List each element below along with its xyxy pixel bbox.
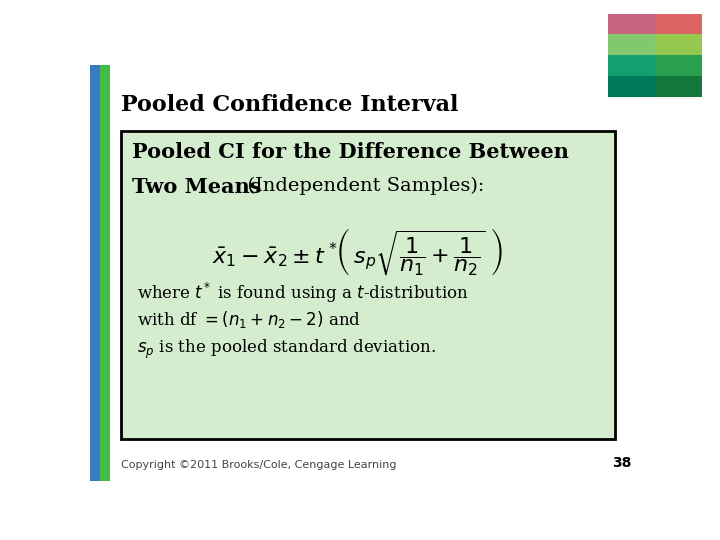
Text: where $\mathbf{\mathit{t}}^*$ is found using a $t$-distribution: where $\mathbf{\mathit{t}}^*$ is found u…	[138, 281, 469, 305]
Bar	[100, 65, 110, 481]
Bar	[90, 65, 100, 481]
Bar	[121, 131, 615, 439]
Text: Two Means: Two Means	[132, 177, 261, 197]
Text: $s_p$ is the pooled standard deviation.: $s_p$ is the pooled standard deviation.	[138, 338, 436, 361]
Text: $\bar{x}_1 - \bar{x}_2 \pm t^*\!\left(\, s_p \sqrt{\dfrac{1}{n_1} + \dfrac{1}{n_: $\bar{x}_1 - \bar{x}_2 \pm t^*\!\left(\,…	[212, 227, 503, 278]
Text: (Independent Samples):: (Independent Samples):	[235, 177, 485, 195]
Text: Pooled Confidence Interval: Pooled Confidence Interval	[121, 94, 458, 116]
Text: with df $= (n_1 + n_2 - 2)$ and: with df $= (n_1 + n_2 - 2)$ and	[138, 309, 361, 330]
Text: Pooled CI for the Difference Between: Pooled CI for the Difference Between	[132, 141, 569, 161]
Text: 38: 38	[612, 456, 631, 470]
Text: Copyright ©2011 Brooks/Cole, Cengage Learning: Copyright ©2011 Brooks/Cole, Cengage Lea…	[121, 460, 396, 470]
